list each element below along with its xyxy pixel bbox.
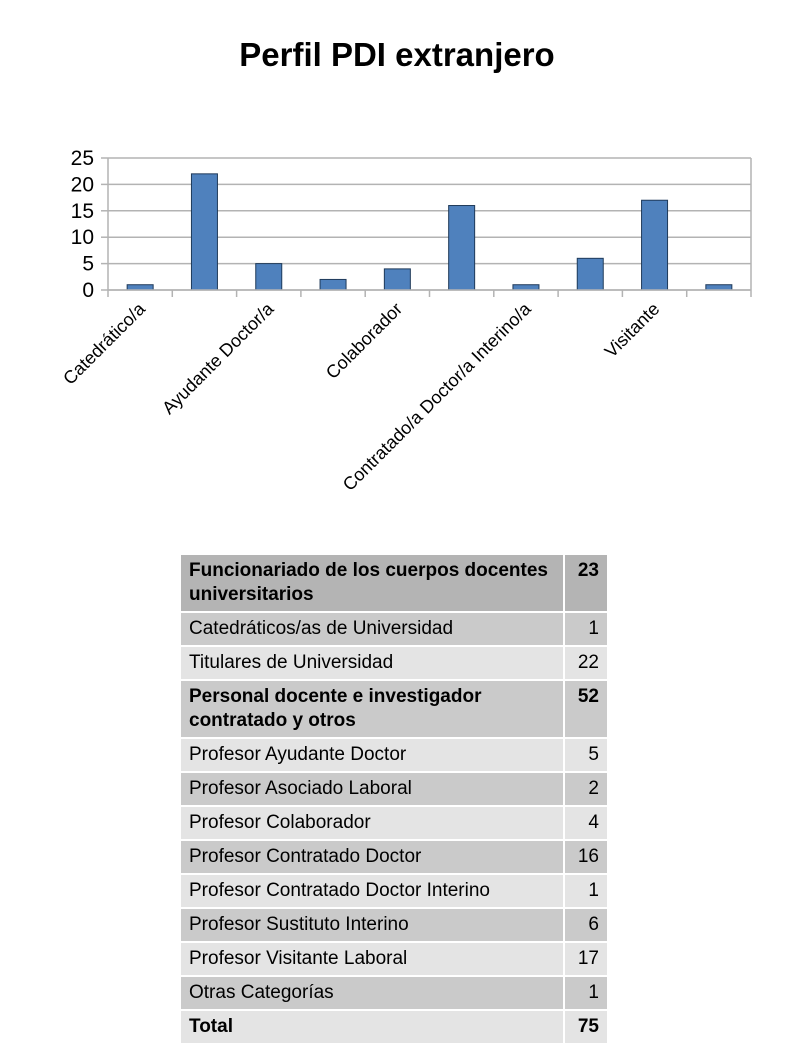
y-tick-label: 20 <box>71 173 94 196</box>
axis-labels: 0 5 10 15 20 25 Catedrático/a Ayudante Doctor/a… <box>59 147 663 495</box>
row-label: Personal docente e investigador contrata… <box>179 679 565 739</box>
row-value: 23 <box>563 553 609 613</box>
bars <box>126 173 733 291</box>
row-value: 6 <box>563 907 609 943</box>
row-label: Profesor Contratado Doctor <box>179 839 565 875</box>
bar <box>126 284 154 291</box>
row-label: Profesor Visitante Laboral <box>179 941 565 977</box>
table-row: Profesor Ayudante Doctor 5 <box>179 737 609 773</box>
bar <box>512 284 540 291</box>
row-value: 22 <box>563 645 609 681</box>
y-tick-label: 15 <box>71 200 94 223</box>
y-tick-label: 25 <box>71 147 94 170</box>
x-category-label: Colaborador <box>322 299 406 383</box>
row-value: 75 <box>563 1009 609 1045</box>
bar <box>576 257 604 291</box>
bar <box>448 205 476 291</box>
table-row: Profesor Asociado Laboral 2 <box>179 771 609 807</box>
bar <box>641 199 669 291</box>
summary-table: Funcionariado de los cuerpos docentes un… <box>179 553 609 1045</box>
y-tick-label: 0 <box>82 279 94 302</box>
row-label: Funcionariado de los cuerpos docentes un… <box>179 553 565 613</box>
row-value: 1 <box>563 975 609 1011</box>
y-tick-label: 10 <box>71 226 94 249</box>
chart-title: Perfil PDI extranjero <box>239 36 555 73</box>
row-value: 5 <box>563 737 609 773</box>
x-category-label: Catedrático/a <box>59 298 150 389</box>
row-value: 2 <box>563 771 609 807</box>
table-row: Catedráticos/as de Universidad 1 <box>179 611 609 647</box>
row-label: Profesor Contratado Doctor Interino <box>179 873 565 909</box>
y-tick-label: 5 <box>82 253 94 276</box>
table-row: Titulares de Universidad 22 <box>179 645 609 681</box>
row-label: Catedráticos/as de Universidad <box>179 611 565 647</box>
row-label: Profesor Asociado Laboral <box>179 771 565 807</box>
group-row: Personal docente e investigador contrata… <box>179 679 609 739</box>
group-row: Funcionariado de los cuerpos docentes un… <box>179 553 609 613</box>
table-row: Otras Categorías 1 <box>179 975 609 1011</box>
table-row: Profesor Colaborador 4 <box>179 805 609 841</box>
bar <box>255 263 283 291</box>
x-category-label: Visitante <box>601 299 664 362</box>
table-row: Profesor Contratado Doctor Interino 1 <box>179 873 609 909</box>
bar <box>319 278 347 291</box>
total-row: Total 75 <box>179 1009 609 1045</box>
row-label: Profesor Sustituto Interino <box>179 907 565 943</box>
bar <box>190 173 218 291</box>
x-category-label: Ayudante Doctor/a <box>158 298 278 418</box>
axes <box>101 157 752 297</box>
row-value: 16 <box>563 839 609 875</box>
bar <box>705 284 733 291</box>
row-value: 52 <box>563 679 609 739</box>
row-value: 1 <box>563 611 609 647</box>
row-label: Otras Categorías <box>179 975 565 1011</box>
row-value: 17 <box>563 941 609 977</box>
bar-chart: 0 5 10 15 20 25 Catedrático/a Ayudante Doctor/a… <box>59 147 752 495</box>
row-label: Profesor Ayudante Doctor <box>179 737 565 773</box>
row-value: 1 <box>563 873 609 909</box>
table-row: Profesor Sustituto Interino 6 <box>179 907 609 943</box>
row-label: Titulares de Universidad <box>179 645 565 681</box>
row-value: 4 <box>563 805 609 841</box>
row-label: Total <box>179 1009 565 1045</box>
bar <box>383 268 411 291</box>
table-row: Profesor Contratado Doctor 16 <box>179 839 609 875</box>
table-row: Profesor Visitante Laboral 17 <box>179 941 609 977</box>
row-label: Profesor Colaborador <box>179 805 565 841</box>
